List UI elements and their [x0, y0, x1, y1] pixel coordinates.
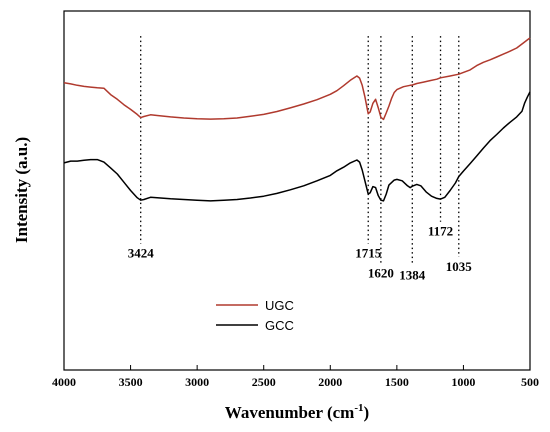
x-tick-label-2500: 2500	[252, 375, 276, 389]
peak-label-1620: 1620	[368, 265, 394, 280]
x-tick-label-4000: 4000	[52, 375, 76, 389]
legend-label-gcc: GCC	[265, 318, 294, 333]
plot-frame	[63, 10, 531, 371]
x-axis-title-close: )	[364, 403, 370, 422]
x-axis-title: Wavenumber (cm-1)	[225, 402, 369, 422]
x-tick-label-500: 500	[521, 375, 539, 389]
peak-label-1172: 1172	[428, 224, 453, 239]
y-axis-title: Intensity (a.u.)	[12, 137, 31, 243]
x-tick-label-1500: 1500	[385, 375, 409, 389]
x-axis-title-main: Wavenumber (cm	[225, 403, 355, 422]
peak-label-1384: 1384	[399, 268, 426, 283]
peak-label-3424: 3424	[128, 246, 155, 261]
peak-label-1715: 1715	[355, 246, 382, 261]
series-line-gcc	[63, 91, 531, 202]
legend-label-ugc: UGC	[265, 298, 294, 313]
x-tick-label-3000: 3000	[185, 375, 209, 389]
peak-label-1035: 1035	[446, 259, 473, 274]
legend: UGC GCC	[216, 298, 294, 333]
x-tick-label-2000: 2000	[318, 375, 342, 389]
x-axis-title-sup: -1	[354, 402, 363, 414]
x-tick-label-1000: 1000	[451, 375, 475, 389]
series-line-ugc	[63, 37, 531, 121]
x-tick-label-3500: 3500	[119, 375, 143, 389]
